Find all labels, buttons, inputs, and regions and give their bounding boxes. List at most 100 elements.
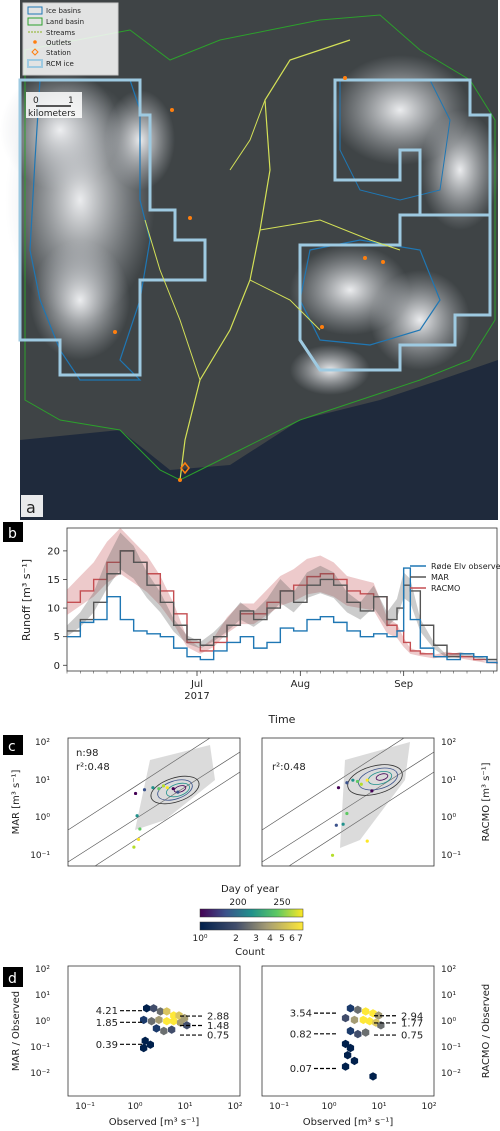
panel-label-a: a xyxy=(26,498,36,517)
hexbin xyxy=(346,1026,355,1036)
doy-tick-250: 250 xyxy=(273,898,290,908)
ratio-racmo-axes xyxy=(261,965,435,1097)
scatter-racmo-envelope xyxy=(340,742,410,848)
ts-band-racmo xyxy=(67,528,497,664)
racmo-ratio-ytick-2: 10⁰ xyxy=(441,1017,456,1027)
mar-ratio-xtick-0: 10⁻¹ xyxy=(75,1102,95,1112)
mar-ratio-xtick-1: 10⁰ xyxy=(127,1102,142,1112)
hexbin xyxy=(350,1056,359,1066)
hexbin xyxy=(170,1017,178,1026)
outlets xyxy=(113,76,385,482)
scatter-mar-panel: n:98 r²:0.48 10² 10¹ 10⁰ 10⁻¹ MAR [m³ s⁻… xyxy=(11,737,241,867)
hexbin xyxy=(146,1040,154,1049)
panel-c-badge xyxy=(3,735,23,755)
ratio-mar-xlabel: Observed [m³ s⁻¹] xyxy=(109,1117,200,1128)
ref-line-0.1x xyxy=(94,771,241,867)
scatter-point xyxy=(355,779,360,784)
hexbin xyxy=(341,1013,350,1023)
timeseries-axes xyxy=(66,527,498,672)
mar-ratio-ytick-3: 10¹ xyxy=(35,991,50,1001)
scatter-racmo-panel: r²:0.48 10² 10¹ 10⁰ 10⁻¹ RACMO [m³ s⁻¹] xyxy=(261,737,492,867)
scatter-point xyxy=(161,784,166,788)
panel-label-b: b xyxy=(8,526,17,542)
mar-ratio-xtick-3: 10² xyxy=(227,1102,242,1112)
racmo-ratio-xtick-0: 10⁻¹ xyxy=(269,1102,289,1112)
hexbin xyxy=(150,1004,158,1013)
ts-ytick-label: 15 xyxy=(47,575,60,586)
scatter-point xyxy=(351,778,355,782)
ref-line-10x xyxy=(67,737,211,831)
scatter-point xyxy=(136,837,141,842)
ratio-mar-panel: 4.211.85 0.39 2.881.480.75 10² 10¹ 10⁰ 10⁻… xyxy=(11,965,243,1128)
scatter-point xyxy=(135,814,139,818)
racmo-ratio-xtick-2: 10¹ xyxy=(371,1102,386,1112)
station-marker xyxy=(180,461,190,475)
percentile-label: 3.54 xyxy=(290,1009,312,1020)
percentile-label: 2.94 xyxy=(401,1011,423,1022)
hexbin xyxy=(346,1043,355,1053)
percentile-label: 0.07 xyxy=(290,1064,312,1075)
ratio-mar-ylabel: MAR / Observed xyxy=(11,991,22,1071)
ts-ytick-label: 5 xyxy=(54,632,60,643)
scatter-point xyxy=(142,788,147,792)
ref-line-1x xyxy=(67,751,241,863)
scatter-mar-points xyxy=(132,784,180,849)
count-colorbar-label: Count xyxy=(235,947,265,958)
legend-ice-basins: Ice basins xyxy=(46,7,81,15)
hexbin xyxy=(156,1007,165,1016)
count-tick-4: 4 xyxy=(267,934,273,944)
map-panel: Ice basins Land basin Streams Outlets St… xyxy=(0,0,500,520)
scale-bar: 0 1 kilometers xyxy=(26,92,82,119)
ratio-racmo-xlabel: Observed [m³ s⁻¹] xyxy=(303,1117,394,1128)
scatter-point xyxy=(330,853,335,857)
timeseries-legend: Røde Elv observed MAR RACMO xyxy=(410,562,500,593)
hexbin xyxy=(354,1029,362,1039)
hexbin xyxy=(163,1007,171,1016)
scatter-point xyxy=(365,778,369,782)
count-tick-0: 10⁰ xyxy=(192,934,207,944)
timeseries-xlabel: Time xyxy=(268,713,296,726)
ts-xtick-label: Sep xyxy=(394,679,413,690)
mar-ytick-1: 10⁰ xyxy=(35,813,50,823)
percentile-label: 0.82 xyxy=(290,1029,312,1040)
doy-colorbar-label: Day of year xyxy=(221,884,280,895)
rcm-ice-west xyxy=(18,78,207,377)
hexbin xyxy=(362,1028,370,1037)
percentile-label: 0.75 xyxy=(401,1031,423,1042)
scatter-mar-axes xyxy=(67,737,241,867)
ts-band-mar xyxy=(67,532,497,661)
scatter-point xyxy=(334,823,338,827)
map-legend: Ice basins Land basin Streams Outlets St… xyxy=(22,2,119,76)
mar-ratio-ytick-2: 10⁰ xyxy=(35,1017,50,1027)
doy-tick-200: 200 xyxy=(229,898,246,908)
percentile-label: 1.48 xyxy=(207,1021,229,1032)
legend-racmo: RACMO xyxy=(431,584,460,593)
percentile-label: 0.75 xyxy=(207,1031,229,1042)
ratio-racmo-percentiles: 3.54 0.82 0.07 2.941.77 0.75 xyxy=(290,1009,424,1075)
hexbin xyxy=(140,1043,148,1053)
stream-northeast xyxy=(259,219,401,251)
stream-west xyxy=(144,219,201,381)
mar-ytick-3: 10² xyxy=(35,738,50,748)
hexbin xyxy=(362,1007,370,1016)
ice-basin-outline-west xyxy=(29,79,151,381)
hexbin xyxy=(369,1072,377,1081)
ratio-racmo-panel: 3.54 0.82 0.07 2.941.77 0.75 10² 10¹ 10⁰ 10⁻… xyxy=(261,965,492,1128)
hexbin xyxy=(155,1015,163,1025)
percentile-label: 4.21 xyxy=(96,1006,118,1017)
racmo-ratio-ytick-3: 10¹ xyxy=(441,991,456,1001)
scale-end: 1 xyxy=(68,96,74,106)
hexbin xyxy=(341,1062,350,1071)
scatter-racmo-ylabel: RACMO [m³ s⁻¹] xyxy=(481,762,492,841)
ratio-racmo-hexbins xyxy=(341,1004,385,1081)
legend-land-basin: Land basin xyxy=(46,18,84,26)
mar-ratio-ytick-0: 10⁻² xyxy=(30,1069,50,1079)
racmo-ratio-ytick-1: 10⁻¹ xyxy=(441,1043,461,1053)
scatter-point xyxy=(165,786,169,790)
scatter-point xyxy=(345,781,349,785)
legend-rcm-ice: RCM ice xyxy=(46,60,74,68)
count-tick-7: 7 xyxy=(297,934,303,944)
racmo-ratio-xtick-3: 10² xyxy=(421,1102,436,1112)
count-tick-3: 3 xyxy=(253,934,259,944)
